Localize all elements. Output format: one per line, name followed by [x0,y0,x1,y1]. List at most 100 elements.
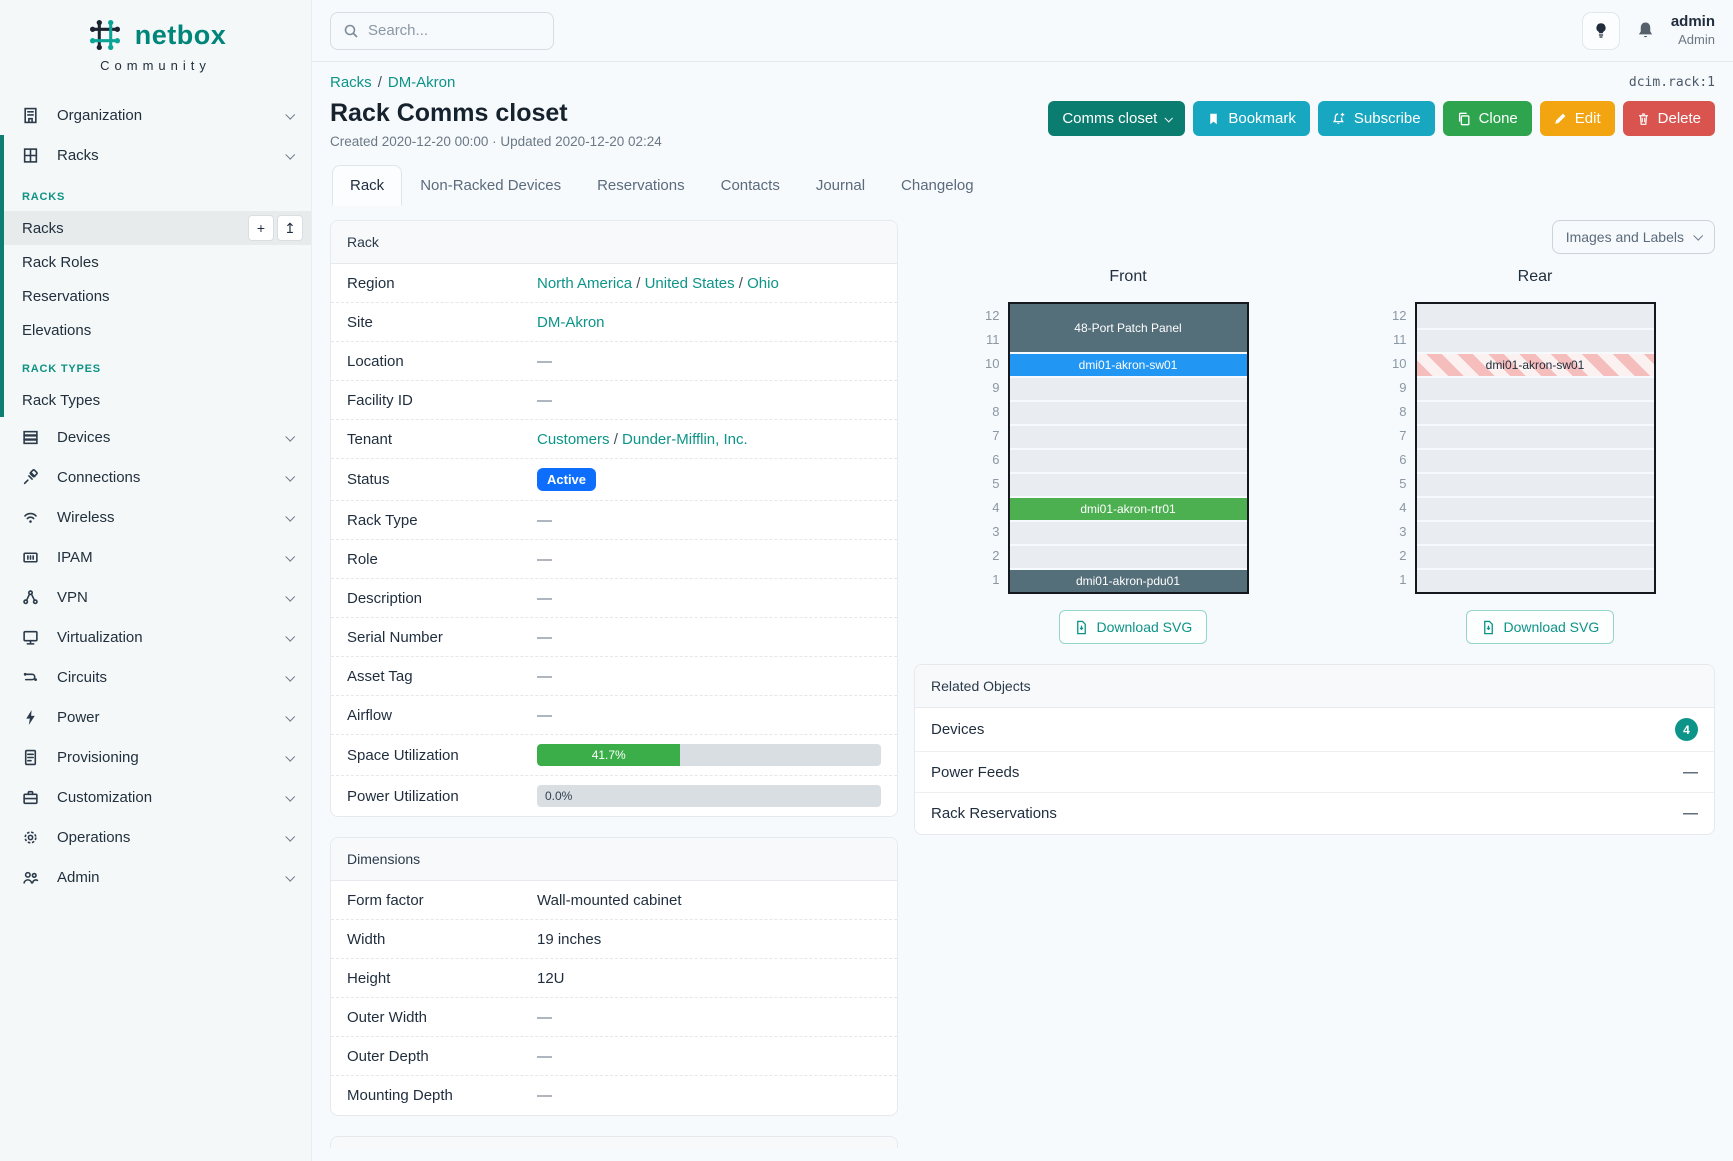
rack-slot-dmi01-akron-rtr01[interactable]: dmi01-akron-rtr01 [1009,496,1247,520]
sidebar-item-ipam[interactable]: IPAM [0,537,311,577]
tab-contacts[interactable]: Contacts [703,165,798,206]
breadcrumb-site[interactable]: DM-Akron [387,74,456,91]
link-dunder-mifflin-inc[interactable]: Dunder-Mifflin, Inc. [622,430,748,448]
power-icon [22,709,42,726]
rack-elevation-rear: Rear 12 11 10 9 8 7 6 5 4 3 2 1 dmi01-akron-sw01 Downl… [1381,268,1656,644]
sidebar-item-connections[interactable]: Connections [0,457,311,497]
bookmark-button[interactable]: Bookmark [1193,101,1310,136]
unit-number: 5 [1399,476,1407,491]
netbox-logo[interactable]: netbox Community [0,0,311,73]
organization-icon [22,107,42,124]
field-value: 0.0% [537,785,881,807]
sidebar-item-rack-types[interactable]: Rack Types [4,383,311,417]
sidebar-item-admin[interactable]: Admin [0,857,311,897]
link-dm-akron[interactable]: DM-Akron [537,313,605,331]
download-svg-button[interactable]: Download SVG [1465,610,1615,644]
rack-slot-empty-u5 [1416,472,1654,496]
row-tenant: Tenant Customers / Dunder-Mifflin, Inc. [331,420,897,459]
sidebar-item-label: Provisioning [57,748,139,766]
edit-button[interactable]: Edit [1539,101,1615,136]
images-labels-select[interactable]: Images and Labels [1551,220,1715,254]
brand-tagline: Community [100,58,211,73]
field-label: Region [347,274,395,292]
sidebar-item-wireless[interactable]: Wireless [0,497,311,537]
row-power-utilization: Power Utilization 0.0% [331,776,897,816]
chevron-down-icon [285,631,296,642]
sidebar-item-label: Virtualization [57,628,143,646]
import-button[interactable]: ↥ [277,215,303,241]
tab-journal[interactable]: Journal [798,165,883,206]
field-label: Outer Width [347,1008,428,1026]
row-role: Role — [331,540,897,579]
rack-slot-48-port-patch-panel[interactable]: 48-Port Patch Panel [1009,304,1247,352]
sidebar-item-racks[interactable]: Racks + ↥ [4,211,311,245]
field-value: — [537,707,881,724]
row-asset-tag: Asset Tag — [331,657,897,696]
search-input[interactable] [368,22,518,39]
sidebar-item-rack-roles[interactable]: Rack Roles [4,245,311,279]
sidebar-item-power[interactable]: Power [0,697,311,737]
rack-slot-dmi01-akron-sw01[interactable]: dmi01-akron-sw01 [1416,352,1654,376]
rack-slot-dmi01-akron-pdu01[interactable]: dmi01-akron-pdu01 [1009,568,1247,592]
link-north-america[interactable]: North America [537,274,633,292]
sidebar-item-label: Customization [57,788,153,806]
field-value: — [537,590,881,607]
field-value: — [537,512,881,529]
delete-button[interactable]: Delete [1622,101,1715,136]
download-svg-button[interactable]: Download SVG [1058,610,1208,644]
field-text: — [537,1047,552,1065]
dark-mode-toggle-button[interactable] [1581,11,1620,50]
sidebar-item-circuits[interactable]: Circuits [0,657,311,697]
subscribe-button[interactable]: Subscribe [1317,101,1435,136]
related-link[interactable]: Devices [931,721,985,738]
chevron-down-icon [1164,113,1174,123]
rack-name-dropdown-button[interactable]: Comms closet [1048,101,1186,136]
sidebar-item-elevations[interactable]: Elevations [4,313,311,347]
breadcrumb-racks[interactable]: Racks [330,74,372,91]
chevron-down-icon [1693,230,1704,241]
bell-icon[interactable] [1636,21,1655,40]
rack-slot-empty-u2 [1009,544,1247,568]
sidebar-item-vpn[interactable]: VPN [0,577,311,617]
sidebar-item-operations[interactable]: Operations [0,817,311,857]
dimensions-panel-title: Dimensions [331,838,897,881]
sidebar-item-virtualization[interactable]: Virtualization [0,617,311,657]
space-utilization-bar: 41.7% [537,744,881,766]
link-ohio[interactable]: Ohio [747,274,779,292]
sidebar-item-reservations[interactable]: Reservations [4,279,311,313]
sidebar-item-label: Elevations [22,321,92,339]
link-customers[interactable]: Customers [537,430,610,448]
chevron-down-icon [285,711,296,722]
sidebar-item-provisioning[interactable]: Provisioning [0,737,311,777]
related-link[interactable]: Rack Reservations [931,805,1057,822]
unit-numbers: 12 11 10 9 8 7 6 5 4 3 2 1 [1381,302,1407,594]
unit-number: 10 [985,356,1000,371]
tab-non-racked-devices[interactable]: Non-Racked Devices [402,165,579,206]
user-menu[interactable]: admin Admin [1671,13,1715,48]
unit-number: 12 [1392,308,1407,323]
row-mounting-depth: Mounting Depth — [331,1076,897,1115]
field-label: Airflow [347,706,393,724]
sidebar-item-organization[interactable]: Organization [0,95,311,135]
field-value: — [537,353,881,370]
clone-button[interactable]: Clone [1442,101,1532,136]
tab-changelog[interactable]: Changelog [883,165,992,206]
sidebar-item-customization[interactable]: Customization [0,777,311,817]
tab-rack[interactable]: Rack [332,165,403,206]
rack-slot-dmi01-akron-sw01[interactable]: dmi01-akron-sw01 [1009,352,1247,376]
sidebar-item-racks[interactable]: Racks [4,135,311,175]
unit-numbers: 12 11 10 9 8 7 6 5 4 3 2 1 [974,302,1000,594]
link-united-states[interactable]: United States [644,274,735,292]
subscribe-label: Subscribe [1353,110,1421,127]
sidebar-item-devices[interactable]: Devices [0,417,311,457]
related-link[interactable]: Power Feeds [931,763,1020,781]
field-text: — [537,1087,552,1104]
rack-elevations: Front 12 11 10 9 8 7 6 5 4 3 2 1 48-Port Patch Panel d… [914,268,1715,644]
rack-name-dropdown-label: Comms closet [1062,110,1158,127]
row-status: Status Active [331,459,897,501]
rack-panel: Rack Region North America / United States… [330,220,898,817]
field-value: DM-Akron [537,314,881,331]
field-value: North America / United States / Ohio [537,275,881,292]
tab-reservations[interactable]: Reservations [579,165,703,206]
plus-button[interactable]: + [248,215,274,241]
